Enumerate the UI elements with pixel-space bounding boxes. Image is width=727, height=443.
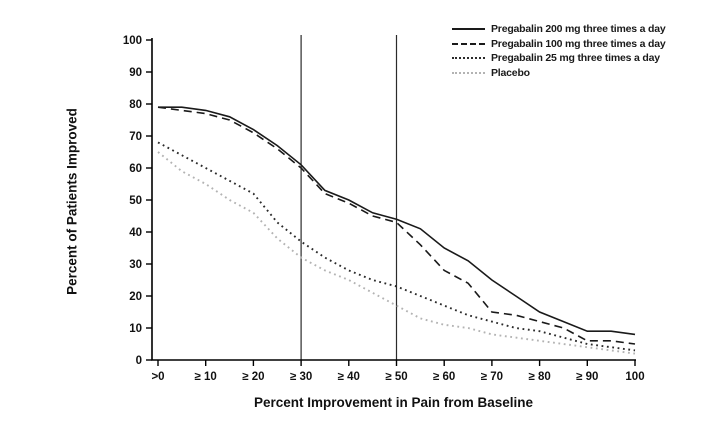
y-axis-title: Percent of Patients Improved (64, 108, 80, 295)
y-tick-label-50: 50 (129, 195, 142, 207)
y-tick-label-20: 20 (129, 291, 142, 303)
x-tick-label-90: ≥ 90 (576, 371, 598, 383)
legend: Pregabalin 200 mg three times a day Prega… (452, 22, 666, 80)
y-tick-label-70: 70 (129, 131, 142, 143)
y-tick-label-60: 60 (129, 163, 142, 175)
x-tick-label-60: ≥ 60 (433, 371, 455, 383)
axes-spines (151, 38, 636, 361)
legend-line-sample-solid (452, 28, 485, 31)
y-tick-label-100: 100 (123, 35, 142, 47)
x-tick-label-40: ≥ 40 (338, 371, 360, 383)
legend-item-2: Pregabalin 25 mg three times a day (452, 51, 666, 66)
series-line-2 (157, 141, 636, 352)
legend-line-sample-dashed (452, 42, 485, 45)
x-tick-label-100: 100 (625, 371, 644, 383)
x-axis-title: Percent Improvement in Pain from Baselin… (253, 395, 534, 410)
legend-label: Placebo (491, 66, 530, 79)
legend-line-sample-dotted (452, 71, 485, 74)
x-tick-label-10: ≥ 10 (195, 371, 217, 383)
y-tick-label-0: 0 (136, 355, 142, 367)
series-line-0 (158, 106, 636, 336)
x-tick-label-70: ≥ 70 (481, 371, 503, 383)
legend-label: Pregabalin 200 mg three times a day (491, 23, 666, 36)
y-tick-label-30: 30 (129, 259, 142, 271)
legend-line-sample-dotted (452, 57, 485, 60)
series-line-1 (157, 106, 636, 345)
y-tick-label-80: 80 (129, 99, 142, 111)
x-tick-label-0: >0 (151, 371, 164, 383)
legend-item-1: Pregabalin 100 mg three times a day (452, 37, 666, 52)
x-tick-label-30: ≥ 30 (290, 371, 312, 383)
x-tick-label-50: ≥ 50 (385, 371, 407, 383)
legend-item-3: Placebo (452, 66, 666, 81)
x-tick-label-20: ≥ 20 (242, 371, 264, 383)
legend-label: Pregabalin 100 mg three times a day (491, 37, 666, 50)
legend-item-0: Pregabalin 200 mg three times a day (452, 22, 666, 37)
x-tick-label-80: ≥ 80 (528, 371, 550, 383)
y-tick-label-10: 10 (129, 323, 142, 335)
legend-label: Pregabalin 25 mg three times a day (491, 52, 660, 65)
y-tick-label-40: 40 (129, 227, 142, 239)
y-tick-label-90: 90 (129, 67, 142, 79)
